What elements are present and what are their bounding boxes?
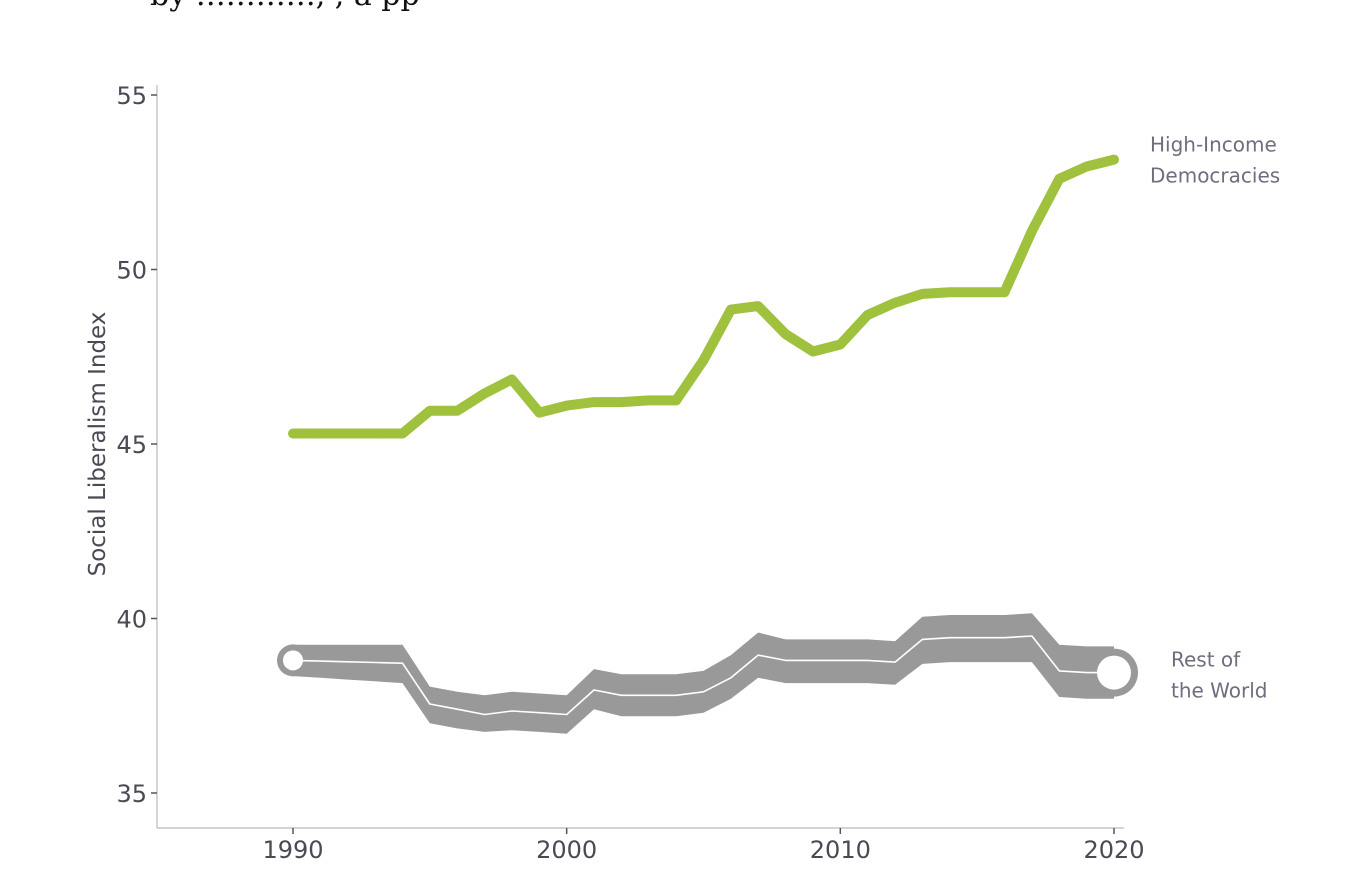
- x-tick-label: 1990: [262, 836, 323, 864]
- high-income-point: [1112, 157, 1116, 162]
- y-tick-label: 35: [116, 780, 147, 808]
- chart-plot-area: [277, 154, 1138, 734]
- x-tick-label: 2000: [536, 836, 597, 864]
- high-income-point: [509, 377, 514, 382]
- high-income-point: [701, 358, 706, 363]
- rest-of-world-line: [292, 635, 1114, 716]
- y-axis-title: Social Liberalism Index: [85, 312, 111, 577]
- x-tick-label: 2020: [1083, 836, 1144, 864]
- high-income-point: [810, 349, 815, 354]
- high-income-point: [838, 342, 843, 347]
- high-income-point: [674, 398, 679, 403]
- high-income-point: [1002, 290, 1007, 295]
- high-income-point: [318, 431, 323, 436]
- high-income-point: [783, 332, 788, 337]
- chart-axes: 35 40 45 50 55 1990 2000 2010 2020 Social Liberal…: [85, 82, 1145, 864]
- high-income-point: [455, 408, 460, 413]
- high-income-point: [400, 431, 405, 436]
- y-tick-label: 45: [116, 431, 147, 459]
- high-income-point: [564, 403, 569, 408]
- high-income-point: [345, 431, 350, 436]
- y-tick-label: 55: [116, 82, 147, 110]
- high-income-point: [893, 300, 898, 305]
- high-income-point: [865, 312, 870, 317]
- high-income-point: [537, 410, 542, 415]
- high-income-point: [646, 398, 651, 403]
- high-income-point: [920, 291, 925, 296]
- rest-of-world-label: Rest of: [1171, 648, 1241, 672]
- high-income-point: [373, 431, 378, 436]
- high-income-democracies-label: Democracies: [1150, 164, 1280, 188]
- y-tick-label: 50: [116, 257, 147, 285]
- rest-of-world-label: the World: [1171, 679, 1268, 703]
- high-income-point: [291, 431, 295, 436]
- high-income-point: [427, 408, 432, 413]
- high-income-point: [1084, 164, 1089, 169]
- high-income-point: [1029, 229, 1034, 234]
- x-tick-label: 2010: [810, 836, 871, 864]
- high-income-point: [947, 290, 952, 295]
- rest-of-world-start-point: [283, 650, 303, 671]
- rest-of-world-band: [293, 613, 1114, 734]
- series-labels: High-Income Democracies Rest of the World: [1150, 133, 1280, 703]
- high-income-point: [756, 304, 761, 309]
- high-income-point: [1057, 176, 1062, 181]
- high-income-point: [592, 400, 597, 405]
- high-income-democracies-label: High-Income: [1150, 133, 1277, 157]
- high-income-point: [619, 400, 624, 405]
- y-tick-label: 40: [116, 606, 147, 634]
- high-income-point: [728, 307, 733, 312]
- high-income-point: [482, 391, 487, 396]
- top-caption-text: by …………, , a pp: [150, 0, 420, 13]
- high-income-point: [975, 290, 980, 295]
- high-income-democracies-line: [288, 154, 1119, 439]
